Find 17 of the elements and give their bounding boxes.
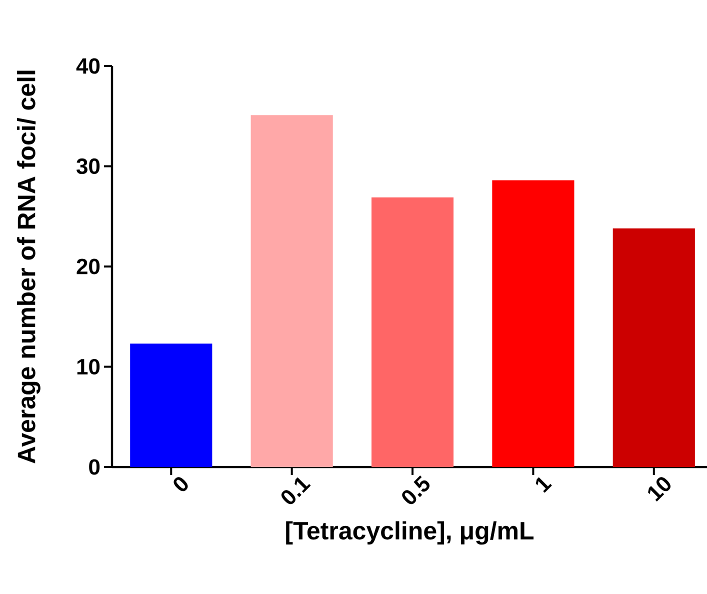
bar xyxy=(250,115,333,467)
x-tick-label: 0.5 xyxy=(402,476,430,504)
y-tick-label: 0 xyxy=(89,459,100,475)
y-tick-label: 40 xyxy=(76,58,100,74)
x-tick-label: 1 xyxy=(536,477,552,493)
bar xyxy=(371,197,454,467)
x-tick-label: 10 xyxy=(648,477,671,502)
y-tick-label: 20 xyxy=(76,258,100,274)
x-tick-label: 0.1 xyxy=(281,477,311,504)
x-tick-label: 0 xyxy=(174,477,188,492)
y-tick-label: 30 xyxy=(76,158,100,174)
bar xyxy=(492,180,574,467)
bar xyxy=(130,344,212,467)
bar xyxy=(612,228,695,467)
y-axis-title: Average number of RNA foci/ cell xyxy=(17,70,40,464)
y-tick-label: 10 xyxy=(77,358,100,375)
x-axis-title: [Tetracycline], μg/mL xyxy=(286,521,534,545)
